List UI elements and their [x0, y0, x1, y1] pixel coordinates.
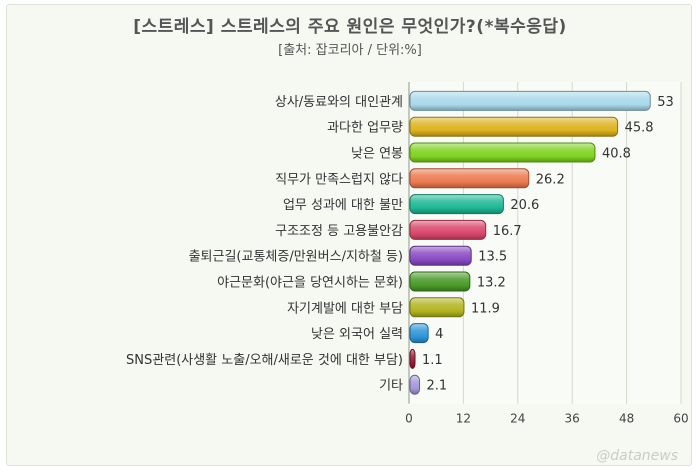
x-tick-label: 24	[510, 412, 525, 426]
bar	[409, 245, 472, 266]
category-label: 상사/동료와의 대인관계	[275, 95, 403, 110]
bar	[409, 323, 429, 344]
category-label: 업무 성과에 대한 불만	[283, 198, 403, 213]
category-label: 구조조정 등 고용불안감	[275, 224, 403, 239]
value-label: 4	[435, 327, 443, 342]
category-label: 자기계발에 대한 부담	[287, 301, 403, 316]
bar	[409, 348, 416, 369]
x-tick-label: 60	[673, 412, 688, 426]
value-label: 53	[657, 95, 674, 110]
x-tick-label: 12	[456, 412, 471, 426]
category-label: 출퇴근길(교통체증/만원버스/지하철 등)	[189, 250, 403, 265]
bar	[409, 116, 619, 137]
category-label: 낮은 외국어 실력	[311, 327, 403, 342]
category-label: 과다한 업무량	[327, 121, 403, 136]
value-label: 26.2	[536, 172, 565, 187]
bar	[409, 271, 471, 292]
x-tick-label: 48	[619, 412, 634, 426]
bar	[409, 374, 421, 395]
value-label: 13.2	[477, 276, 506, 291]
bar	[409, 142, 596, 163]
value-label: 45.8	[625, 121, 654, 136]
value-label: 13.5	[478, 250, 507, 265]
bar	[409, 90, 651, 111]
chart-title: [스트레스] 스트레스의 주요 원인은 무엇인가?(*복수응답)	[133, 17, 567, 37]
category-label: SNS관련(사생활 노출/오해/새로운 것에 대한 부담)	[126, 353, 403, 368]
chart-subtitle: [출처: 잡코리아 / 단위:%]	[278, 43, 422, 58]
category-label: 야근문화(야근을 당연시하는 문화)	[217, 276, 403, 291]
value-label: 20.6	[510, 198, 539, 213]
bar	[409, 297, 465, 318]
category-label: 낮은 연봉	[351, 147, 403, 162]
x-tick-label: 36	[565, 412, 580, 426]
value-label: 16.7	[493, 224, 522, 239]
category-label: 기타	[379, 379, 403, 394]
value-label: 1.1	[422, 353, 443, 368]
category-label: 직무가 만족스럽지 않다	[275, 172, 403, 187]
bar	[409, 168, 530, 189]
value-label: 2.1	[427, 379, 448, 394]
watermark-text: @datanews	[596, 448, 678, 464]
x-tick-label: 0	[405, 412, 413, 426]
bar	[409, 219, 487, 240]
value-label: 11.9	[471, 301, 500, 316]
value-label: 40.8	[602, 147, 631, 162]
bar	[409, 194, 504, 215]
